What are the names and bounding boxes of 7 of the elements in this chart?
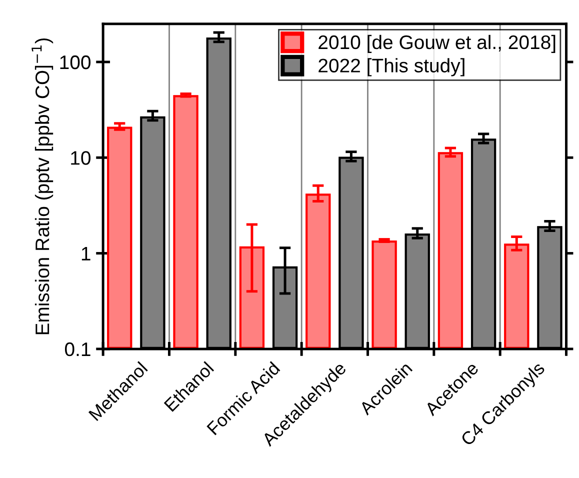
legend-label: 2022 [This study] <box>318 58 464 76</box>
y-axis-title: Emission Ratio (pptv [ppbv CO]$^{−1}$) <box>32 38 54 334</box>
y-tick-label: 1 <box>82 246 90 260</box>
legend-label: 2010 [de Gouw et al., 2018] <box>318 34 556 54</box>
y-tick-label: 0.1 <box>64 342 90 356</box>
y-tick-label: 10 <box>71 151 90 165</box>
y-tick-label: 100 <box>60 55 90 70</box>
